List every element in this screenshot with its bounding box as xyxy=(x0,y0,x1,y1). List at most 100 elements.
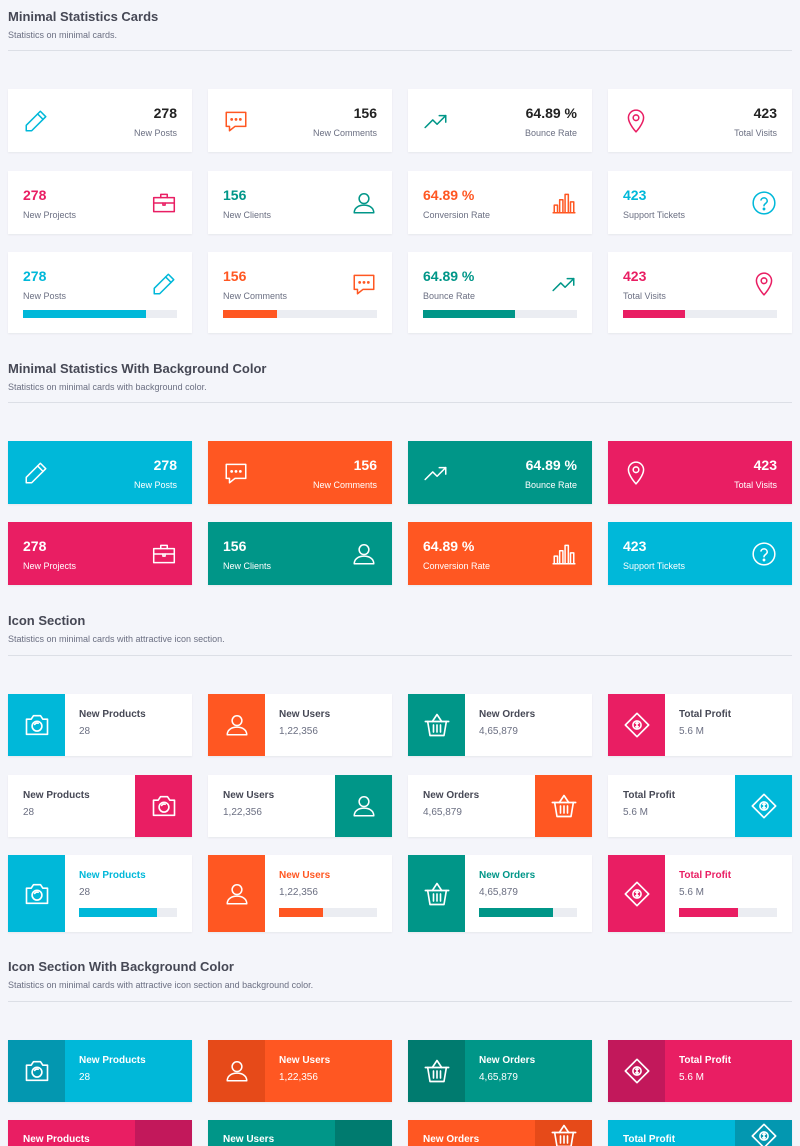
icon-bg-card-new-orders[interactable]: New Orders 4,65,879 xyxy=(408,1040,592,1102)
stat-label: Bounce Rate xyxy=(524,480,577,490)
stat-card-bounce-rate-progress[interactable]: 64.89 % Bounce Rate xyxy=(408,252,592,333)
basket-icon xyxy=(408,694,465,756)
icon-bg-card-new-products-right[interactable]: New Products xyxy=(8,1120,192,1146)
stat-card-total-visits-progress[interactable]: 423 Total Visits xyxy=(608,252,792,333)
chat-icon xyxy=(351,271,377,297)
progress-bar xyxy=(279,908,377,917)
progress-bar xyxy=(79,908,177,917)
icon-bg-card-new-users[interactable]: New Users 1,22,356 xyxy=(208,1040,392,1102)
item-name: Total Profit xyxy=(679,1055,732,1066)
item-name: New Products xyxy=(79,870,146,881)
icon-bg-card-new-orders-right[interactable]: New Orders xyxy=(408,1120,592,1146)
icon-card-new-products[interactable]: New Products 28 xyxy=(8,694,192,756)
minimal-row-3: 278 New Posts 156 New Comments 64.89 % Boun… xyxy=(8,252,792,333)
icon-card-new-users-progress[interactable]: New Users 1,22,356 xyxy=(208,855,392,932)
item-value: 5.6 M xyxy=(679,1072,705,1083)
stat-label: Support Tickets xyxy=(623,210,686,220)
bar-chart-icon xyxy=(551,190,577,216)
stat-label: New Projects xyxy=(23,561,77,571)
item-name: New Products xyxy=(79,1055,146,1066)
item-name: New Users xyxy=(279,709,331,720)
item-value: 28 xyxy=(79,1072,91,1083)
icon-bg-row-2: New Products New Users New Orders Total … xyxy=(8,1120,792,1146)
stat-label: Bounce Rate xyxy=(423,291,476,301)
bg-card-new-posts[interactable]: 278 New Posts xyxy=(8,441,192,504)
item-value: 1,22,356 xyxy=(279,887,318,898)
stat-card-total-visits[interactable]: 423 Total Visits xyxy=(608,89,792,152)
stat-label: New Posts xyxy=(133,480,177,490)
progress-fill xyxy=(23,310,147,318)
stat-card-new-posts-progress[interactable]: 278 New Posts xyxy=(8,252,192,333)
bg-row-1: 278 New Posts 156 New Comments 64.89 % Boun… xyxy=(8,441,792,504)
icon-card-new-products-right[interactable]: New Products 28 xyxy=(8,775,192,837)
icon-card-total-profit-progress[interactable]: Total Profit 5.6 M xyxy=(608,855,792,932)
stat-card-support-tickets[interactable]: 423 Support Tickets xyxy=(608,171,792,234)
stat-value: 423 xyxy=(753,105,777,121)
icon-card-new-orders[interactable]: New Orders 4,65,879 xyxy=(408,694,592,756)
item-value: 4,65,879 xyxy=(479,726,518,737)
stat-value: 64.89 % xyxy=(423,187,475,203)
chat-icon xyxy=(223,108,249,134)
user-icon xyxy=(351,190,377,216)
icon-card-total-profit[interactable]: Total Profit 5.6 M xyxy=(608,694,792,756)
item-name: New Products xyxy=(23,1134,90,1145)
progress-bar xyxy=(679,908,777,917)
bg-card-conversion-rate[interactable]: 64.89 % Conversion Rate xyxy=(408,522,592,585)
bg-card-bounce-rate[interactable]: 64.89 % Bounce Rate xyxy=(408,441,592,504)
icon-card-new-products-progress[interactable]: New Products 28 xyxy=(8,855,192,932)
bg-card-total-visits[interactable]: 423 Total Visits xyxy=(608,441,792,504)
item-value: 1,22,356 xyxy=(279,1072,318,1083)
icon-bg-card-new-users-right[interactable]: New Users xyxy=(208,1120,392,1146)
section-subtitle: Statistics on minimal cards. xyxy=(8,30,118,40)
item-value: 28 xyxy=(79,887,91,898)
stat-value: 278 xyxy=(23,187,47,203)
item-value: 4,65,879 xyxy=(479,887,518,898)
map-pin-icon xyxy=(623,108,649,134)
icon-bg-card-new-products[interactable]: New Products 28 xyxy=(8,1040,192,1102)
item-name: New Users xyxy=(279,870,331,881)
icon-card-new-orders-right[interactable]: New Orders 4,65,879 xyxy=(408,775,592,837)
stat-card-new-clients[interactable]: 156 New Clients xyxy=(208,171,392,234)
camera-icon xyxy=(135,1120,192,1146)
stat-label: New Projects xyxy=(23,210,77,220)
icon-row-1: New Products 28 New Users 1,22,356 New Ord… xyxy=(8,694,792,756)
camera-icon xyxy=(8,1040,65,1102)
stat-card-conversion-rate[interactable]: 64.89 % Conversion Rate xyxy=(408,171,592,234)
pencil-icon xyxy=(151,271,177,297)
trend-up-icon xyxy=(423,460,449,486)
trend-up-icon xyxy=(551,271,577,297)
stat-value: 278 xyxy=(153,457,177,473)
progress-bar xyxy=(223,310,377,318)
bg-card-support-tickets[interactable]: 423 Support Tickets xyxy=(608,522,792,585)
basket-icon xyxy=(408,1040,465,1102)
bg-card-new-projects[interactable]: 278 New Projects xyxy=(8,522,192,585)
basket-icon xyxy=(535,1120,592,1146)
item-value: 5.6 M xyxy=(623,807,649,818)
icon-row-3: New Products 28 New Users 1,22,356 New Ord… xyxy=(8,855,792,932)
stat-label: New Posts xyxy=(133,128,177,138)
progress-bar xyxy=(479,908,577,917)
stat-card-new-posts[interactable]: 278 New Posts xyxy=(8,89,192,152)
bg-card-new-comments[interactable]: 156 New Comments xyxy=(208,441,392,504)
icon-card-new-users[interactable]: New Users 1,22,356 xyxy=(208,694,392,756)
briefcase-icon xyxy=(151,190,177,216)
progress-fill xyxy=(279,908,324,917)
item-name: New Products xyxy=(23,790,90,801)
icon-bg-card-total-profit[interactable]: Total Profit 5.6 M xyxy=(608,1040,792,1102)
stat-card-new-comments[interactable]: 156 New Comments xyxy=(208,89,392,152)
icon-bg-card-total-profit-right[interactable]: Total Profit xyxy=(608,1120,792,1146)
item-value: 28 xyxy=(23,807,35,818)
stat-card-bounce-rate[interactable]: 64.89 % Bounce Rate xyxy=(408,89,592,152)
icon-card-new-users-right[interactable]: New Users 1,22,356 xyxy=(208,775,392,837)
item-name: Total Profit xyxy=(623,1134,676,1145)
item-name: New Orders xyxy=(479,1055,536,1066)
bg-card-new-clients[interactable]: 156 New Clients xyxy=(208,522,392,585)
stat-card-new-comments-progress[interactable]: 156 New Comments xyxy=(208,252,392,333)
section-subtitle: Statistics on minimal cards with backgro… xyxy=(8,382,207,392)
icon-card-new-orders-progress[interactable]: New Orders 4,65,879 xyxy=(408,855,592,932)
money-icon xyxy=(608,694,665,756)
icon-card-total-profit-right[interactable]: Total Profit 5.6 M xyxy=(608,775,792,837)
item-value: 5.6 M xyxy=(679,887,705,898)
bar-chart-icon xyxy=(551,541,577,567)
stat-card-new-projects[interactable]: 278 New Projects xyxy=(8,171,192,234)
